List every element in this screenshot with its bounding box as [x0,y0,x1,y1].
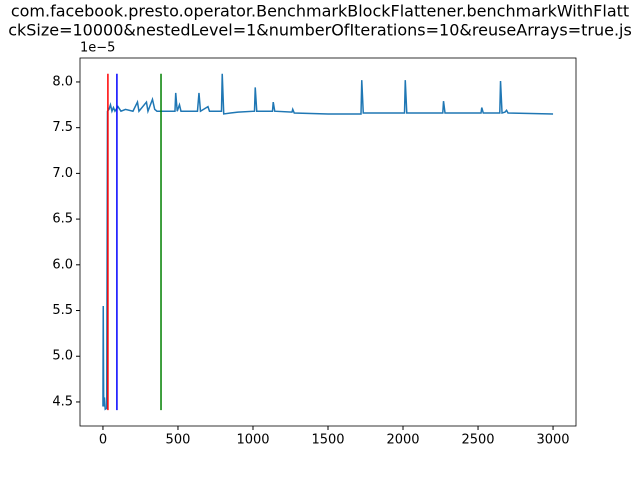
x-tick-label: 3000 [536,433,569,448]
y-tick-label: 6.5 [52,212,73,227]
y-tick-label: 6.0 [52,257,73,272]
x-tick-label: 0 [99,433,107,448]
y-tick-label: 8.0 [52,74,73,89]
y-tick-label: 7.0 [52,166,73,181]
plot-frame [79,57,577,427]
x-tick-label: 1500 [311,433,344,448]
x-tick-label: 500 [166,433,191,448]
y-tick-label: 4.5 [52,394,73,409]
data-line [102,73,554,411]
y-tick-label: 5.0 [52,349,73,364]
chart-title: com.facebook.presto.operator.BenchmarkBl… [11,2,629,21]
chart-title: ckSize=10000&nestedLevel=1&numberOfItera… [8,21,632,40]
y-tick-label: 5.5 [52,303,73,318]
x-tick-label: 2500 [461,433,494,448]
x-tick-label: 2000 [386,433,419,448]
x-tick-label: 1000 [236,433,269,448]
y-offset-label: 1e−5 [80,41,115,56]
y-tick-label: 7.5 [52,120,73,135]
